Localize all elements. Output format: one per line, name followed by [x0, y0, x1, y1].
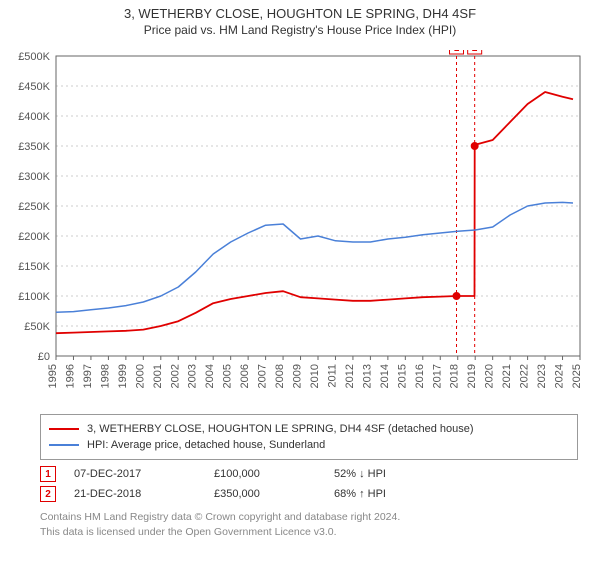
svg-text:£100K: £100K: [18, 291, 50, 303]
svg-text:£300K: £300K: [18, 171, 50, 183]
svg-text:2002: 2002: [169, 364, 181, 388]
svg-text:£200K: £200K: [18, 231, 50, 243]
svg-text:£0: £0: [38, 351, 50, 363]
event-diff: 52% ↓ HPI: [334, 468, 454, 480]
svg-text:2001: 2001: [152, 364, 164, 388]
event-row: 1 07-DEC-2017 £100,000 52% ↓ HPI: [40, 464, 454, 484]
svg-text:2018: 2018: [449, 364, 461, 388]
svg-text:2019: 2019: [466, 364, 478, 388]
events-table: 1 07-DEC-2017 £100,000 52% ↓ HPI 2 21-DE…: [40, 464, 454, 504]
chart-container: 3, WETHERBY CLOSE, HOUGHTON LE SPRING, D…: [0, 6, 600, 566]
legend-label: HPI: Average price, detached house, Sund…: [87, 439, 325, 451]
svg-text:1999: 1999: [117, 364, 129, 388]
svg-text:2024: 2024: [554, 364, 566, 388]
svg-text:£450K: £450K: [18, 81, 50, 93]
svg-text:2016: 2016: [414, 364, 426, 388]
svg-text:2007: 2007: [257, 364, 269, 388]
footer-attribution: Contains HM Land Registry data © Crown c…: [40, 510, 400, 539]
svg-text:1: 1: [454, 50, 460, 54]
svg-text:2017: 2017: [431, 364, 443, 388]
svg-text:2014: 2014: [379, 364, 391, 388]
svg-text:2015: 2015: [396, 364, 408, 388]
legend-row: HPI: Average price, detached house, Sund…: [49, 437, 569, 453]
svg-text:1998: 1998: [99, 364, 111, 388]
svg-text:£50K: £50K: [24, 321, 50, 333]
svg-text:£150K: £150K: [18, 261, 50, 273]
legend-row: 3, WETHERBY CLOSE, HOUGHTON LE SPRING, D…: [49, 421, 569, 437]
chart-subtitle: Price paid vs. HM Land Registry's House …: [0, 23, 600, 37]
event-price: £100,000: [214, 468, 334, 480]
legend-label: 3, WETHERBY CLOSE, HOUGHTON LE SPRING, D…: [87, 423, 474, 435]
event-row: 2 21-DEC-2018 £350,000 68% ↑ HPI: [40, 484, 454, 504]
event-badge: 1: [40, 466, 56, 482]
legend-swatch: [49, 428, 79, 430]
svg-text:2020: 2020: [484, 364, 496, 388]
svg-text:2021: 2021: [501, 364, 513, 388]
svg-text:2000: 2000: [134, 364, 146, 388]
svg-text:2010: 2010: [309, 364, 321, 388]
event-diff: 68% ↑ HPI: [334, 488, 454, 500]
event-badge: 2: [40, 486, 56, 502]
event-date: 07-DEC-2017: [74, 468, 214, 480]
svg-text:2006: 2006: [239, 364, 251, 388]
svg-text:2023: 2023: [536, 364, 548, 388]
event-price: £350,000: [214, 488, 334, 500]
svg-text:2011: 2011: [326, 364, 338, 388]
svg-text:£350K: £350K: [18, 141, 50, 153]
line-chart-svg: £0 £50K £100K £150K £200K £250K £300K £350K £400…: [10, 50, 590, 400]
legend-box: 3, WETHERBY CLOSE, HOUGHTON LE SPRING, D…: [40, 414, 578, 460]
legend-swatch: [49, 444, 79, 446]
svg-text:2008: 2008: [274, 364, 286, 388]
chart-area: £0 £50K £100K £150K £200K £250K £300K £350K £400…: [10, 50, 590, 400]
svg-text:£400K: £400K: [18, 111, 50, 123]
svg-text:1997: 1997: [82, 364, 94, 388]
footer-line: Contains HM Land Registry data © Crown c…: [40, 510, 400, 525]
svg-text:2022: 2022: [519, 364, 531, 388]
svg-text:£250K: £250K: [18, 201, 50, 213]
svg-text:2013: 2013: [361, 364, 373, 388]
svg-text:2: 2: [472, 50, 478, 54]
svg-text:1996: 1996: [64, 364, 76, 388]
chart-title: 3, WETHERBY CLOSE, HOUGHTON LE SPRING, D…: [0, 6, 600, 21]
svg-text:2009: 2009: [292, 364, 304, 388]
svg-text:2005: 2005: [222, 364, 234, 388]
svg-text:1995: 1995: [47, 364, 59, 388]
svg-text:2025: 2025: [571, 364, 583, 388]
svg-text:2003: 2003: [187, 364, 199, 388]
svg-text:£500K: £500K: [18, 51, 50, 63]
svg-text:2004: 2004: [204, 364, 216, 388]
footer-line: This data is licensed under the Open Gov…: [40, 525, 400, 540]
event-date: 21-DEC-2018: [74, 488, 214, 500]
svg-text:2012: 2012: [344, 364, 356, 388]
